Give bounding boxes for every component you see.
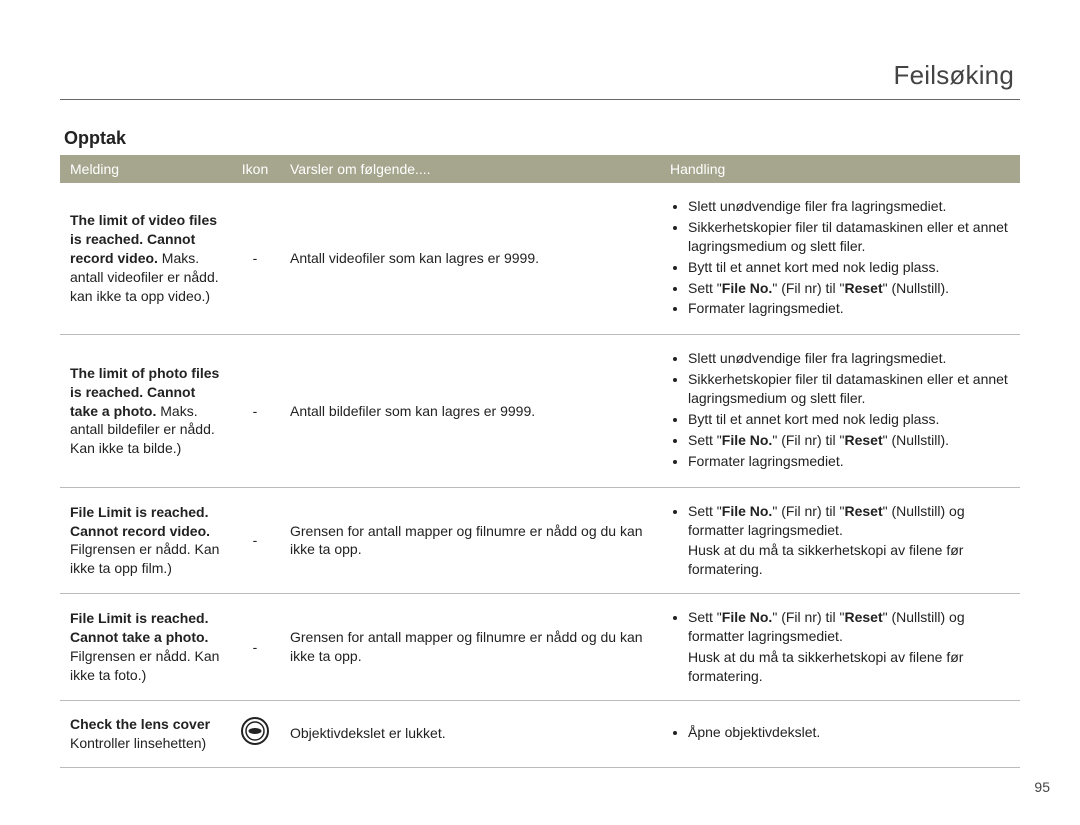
table-row: File Limit is reached. Cannot take a pho… xyxy=(60,594,1020,701)
melding-bold: File Limit is reached. Cannot take a pho… xyxy=(70,610,209,645)
handling-item: Formater lagringsmediet. xyxy=(688,452,1010,471)
page-root: Feilsøking Opptak Melding Ikon Varsler o… xyxy=(0,0,1080,825)
handling-list: Sett "File No." (Fil nr) til "Reset" (Nu… xyxy=(670,502,1010,540)
handling-item: Bytt til et annet kort med nok ledig pla… xyxy=(688,410,1010,429)
table-row: File Limit is reached. Cannot record vid… xyxy=(60,487,1020,594)
handling-item: Bytt til et annet kort med nok ledig pla… xyxy=(688,258,1010,277)
handling-note: Husk at du må ta sikkerhetskopi av filen… xyxy=(670,541,1010,579)
col-header-varsler: Varsler om følgende.... xyxy=(280,155,660,183)
cell-handling: Sett "File No." (Fil nr) til "Reset" (Nu… xyxy=(660,487,1020,594)
cell-melding: The limit of video files is reached. Can… xyxy=(60,183,230,335)
table-body: The limit of video files is reached. Can… xyxy=(60,183,1020,767)
cell-varsler: Antall bildefiler som kan lagres er 9999… xyxy=(280,335,660,487)
cell-varsler: Grensen for antall mapper og filnumre er… xyxy=(280,594,660,701)
cell-melding: The limit of photo files is reached. Can… xyxy=(60,335,230,487)
handling-item: Sett "File No." (Fil nr) til "Reset" (Nu… xyxy=(688,608,1010,646)
cell-ikon: - xyxy=(230,487,280,594)
handling-note: Husk at du må ta sikkerhetskopi av filen… xyxy=(670,648,1010,686)
cell-varsler: Objektivdekslet er lukket. xyxy=(280,700,660,767)
handling-item: Sikkerhetskopier filer til datamaskinen … xyxy=(688,370,1010,408)
handling-list: Sett "File No." (Fil nr) til "Reset" (Nu… xyxy=(670,608,1010,646)
handling-item: Åpne objektivdekslet. xyxy=(688,723,1010,742)
col-header-handling: Handling xyxy=(660,155,1020,183)
table-row: Check the lens cover Kontroller linsehet… xyxy=(60,700,1020,767)
handling-item: Sett "File No." (Fil nr) til "Reset" (Nu… xyxy=(688,502,1010,540)
cell-handling: Slett unødvendige filer fra lagringsmedi… xyxy=(660,183,1020,335)
cell-melding: File Limit is reached. Cannot record vid… xyxy=(60,487,230,594)
cell-handling: Åpne objektivdekslet. xyxy=(660,700,1020,767)
cell-handling: Slett unødvendige filer fra lagringsmedi… xyxy=(660,335,1020,487)
melding-bold: Check the lens cover xyxy=(70,716,210,732)
cell-handling: Sett "File No." (Fil nr) til "Reset" (Nu… xyxy=(660,594,1020,701)
cell-ikon: - xyxy=(230,594,280,701)
cell-melding: File Limit is reached. Cannot take a pho… xyxy=(60,594,230,701)
chapter-title: Feilsøking xyxy=(60,60,1020,91)
cell-varsler: Antall videofiler som kan lagres er 9999… xyxy=(280,183,660,335)
divider-top xyxy=(60,99,1020,100)
table-row: The limit of video files is reached. Can… xyxy=(60,183,1020,335)
cell-ikon: - xyxy=(230,183,280,335)
page-number: 95 xyxy=(1034,779,1050,795)
handling-item: Slett unødvendige filer fra lagringsmedi… xyxy=(688,349,1010,368)
cell-ikon: - xyxy=(230,335,280,487)
handling-list: Slett unødvendige filer fra lagringsmedi… xyxy=(670,349,1010,470)
handling-item: Formater lagringsmediet. xyxy=(688,299,1010,318)
table-header-row: Melding Ikon Varsler om følgende.... Han… xyxy=(60,155,1020,183)
col-header-melding: Melding xyxy=(60,155,230,183)
handling-item: Slett unødvendige filer fra lagringsmedi… xyxy=(688,197,1010,216)
handling-list: Åpne objektivdekslet. xyxy=(670,723,1010,742)
cell-melding: Check the lens cover Kontroller linsehet… xyxy=(60,700,230,767)
section-title: Opptak xyxy=(60,128,1020,149)
cell-varsler: Grensen for antall mapper og filnumre er… xyxy=(280,487,660,594)
melding-rest: Filgrensen er nådd. Kan ikke ta foto.) xyxy=(70,648,219,683)
troubleshoot-table: Melding Ikon Varsler om følgende.... Han… xyxy=(60,155,1020,768)
handling-item: Sikkerhetskopier filer til datamaskinen … xyxy=(688,218,1010,256)
melding-bold: File Limit is reached. Cannot record vid… xyxy=(70,504,210,539)
melding-rest: Filgrensen er nådd. Kan ikke ta opp film… xyxy=(70,541,219,576)
table-row: The limit of photo files is reached. Can… xyxy=(60,335,1020,487)
handling-item: Sett "File No." (Fil nr) til "Reset" (Nu… xyxy=(688,431,1010,450)
handling-list: Slett unødvendige filer fra lagringsmedi… xyxy=(670,197,1010,318)
col-header-ikon: Ikon xyxy=(230,155,280,183)
cell-ikon xyxy=(230,700,280,767)
handling-item: Sett "File No." (Fil nr) til "Reset" (Nu… xyxy=(688,279,1010,298)
melding-rest: Kontroller linsehetten) xyxy=(70,735,206,751)
lens-cap-icon xyxy=(240,716,270,751)
